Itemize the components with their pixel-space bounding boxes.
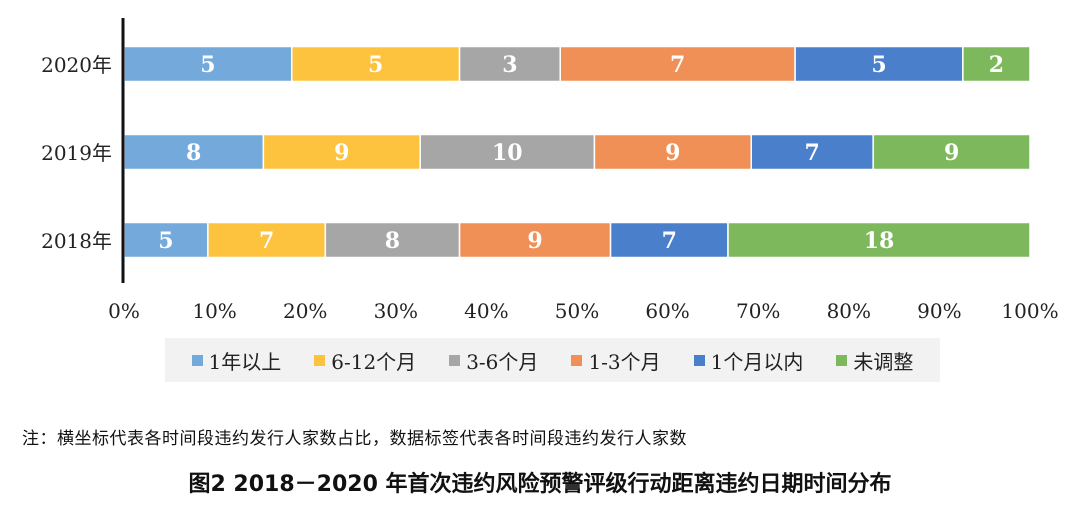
bar-segment bbox=[962, 45, 1031, 83]
legend-item: 1年以上 bbox=[191, 346, 282, 375]
bar-segment bbox=[794, 45, 964, 83]
figure-caption: 图2 2018－2020 年首次违约风险预警评级行动距离违约日期时间分布 bbox=[188, 472, 892, 497]
bar-segment bbox=[419, 133, 596, 171]
bar-segment bbox=[291, 45, 461, 83]
legend-item: 6-12个月 bbox=[314, 346, 416, 375]
stacked-bar-chart: 5 5 3 7 5 2 2020年 8 9 10 9 7 9 2019年 5 7 8 9 7 18 2018年 0% 10%… bbox=[41, 18, 1059, 323]
data-label: 2 bbox=[989, 52, 1004, 78]
x-tick-label: 70% bbox=[736, 299, 780, 323]
legend-swatch bbox=[449, 354, 461, 366]
bar-segment bbox=[123, 133, 265, 171]
data-label: 9 bbox=[527, 228, 542, 254]
legend-swatch bbox=[571, 354, 583, 366]
data-label: 8 bbox=[385, 228, 400, 254]
legend-swatch bbox=[314, 354, 326, 366]
x-tick-label: 0% bbox=[108, 299, 140, 323]
data-label: 5 bbox=[871, 52, 886, 78]
data-label: 7 bbox=[670, 52, 685, 78]
data-label: 9 bbox=[665, 140, 680, 166]
legend-label: 6-12个月 bbox=[331, 349, 417, 374]
data-label: 9 bbox=[944, 140, 959, 166]
x-tick-label: 40% bbox=[464, 299, 508, 323]
data-label: 8 bbox=[186, 140, 201, 166]
x-tick-label: 10% bbox=[192, 299, 236, 323]
data-label: 9 bbox=[334, 140, 349, 166]
chart-legend: 1年以上 6-12个月 3-6个月 1-3个月 1个月以内 未调整 bbox=[165, 338, 940, 382]
category-label: 2018年 bbox=[41, 229, 112, 253]
bar-segment bbox=[262, 133, 421, 171]
x-tick-label: 30% bbox=[374, 299, 418, 323]
bar-segment bbox=[609, 221, 729, 259]
bar-segment bbox=[207, 221, 327, 259]
bar-segment bbox=[123, 221, 209, 259]
x-tick-label: 90% bbox=[917, 299, 961, 323]
legend-label: 3-6个月 bbox=[466, 349, 539, 374]
legend-swatch bbox=[836, 354, 848, 366]
legend-swatch bbox=[191, 354, 203, 366]
legend-item: 3-6个月 bbox=[449, 346, 538, 375]
data-label: 10 bbox=[492, 140, 523, 166]
x-tick-label: 20% bbox=[283, 299, 327, 323]
category-label: 2020年 bbox=[41, 53, 112, 77]
data-label: 7 bbox=[259, 228, 274, 254]
legend-item: 1个月以内 bbox=[693, 346, 804, 375]
data-label: 3 bbox=[502, 52, 517, 78]
x-tick-label: 80% bbox=[827, 299, 871, 323]
legend-item: 1-3个月 bbox=[571, 346, 661, 375]
data-label: 18 bbox=[864, 228, 895, 254]
data-label: 7 bbox=[805, 140, 820, 166]
legend-label: 1个月以内 bbox=[710, 349, 804, 374]
data-label: 5 bbox=[200, 52, 215, 78]
legend-label: 1-3个月 bbox=[588, 349, 661, 374]
bar-segment bbox=[458, 45, 561, 83]
x-tick-label: 60% bbox=[645, 299, 689, 323]
x-tick-label: 50% bbox=[555, 299, 599, 323]
bar-segment bbox=[593, 133, 752, 171]
bar-segment bbox=[872, 133, 1031, 171]
legend-label: 1年以上 bbox=[208, 349, 282, 374]
legend-item: 未调整 bbox=[836, 346, 913, 375]
bar-segment bbox=[458, 221, 612, 259]
x-tick-label: 100% bbox=[1001, 299, 1058, 323]
data-label: 7 bbox=[662, 228, 677, 254]
legend-label: 未调整 bbox=[853, 349, 914, 374]
data-label: 5 bbox=[158, 228, 173, 254]
category-label: 2019年 bbox=[41, 141, 112, 165]
chart-note: 注：横坐标代表各时间段违约发行人家数占比，数据标签代表各时间段违约发行人家数 bbox=[22, 429, 687, 449]
bar-segment bbox=[727, 221, 1031, 259]
legend-swatch bbox=[693, 354, 705, 366]
data-label: 5 bbox=[368, 52, 383, 78]
